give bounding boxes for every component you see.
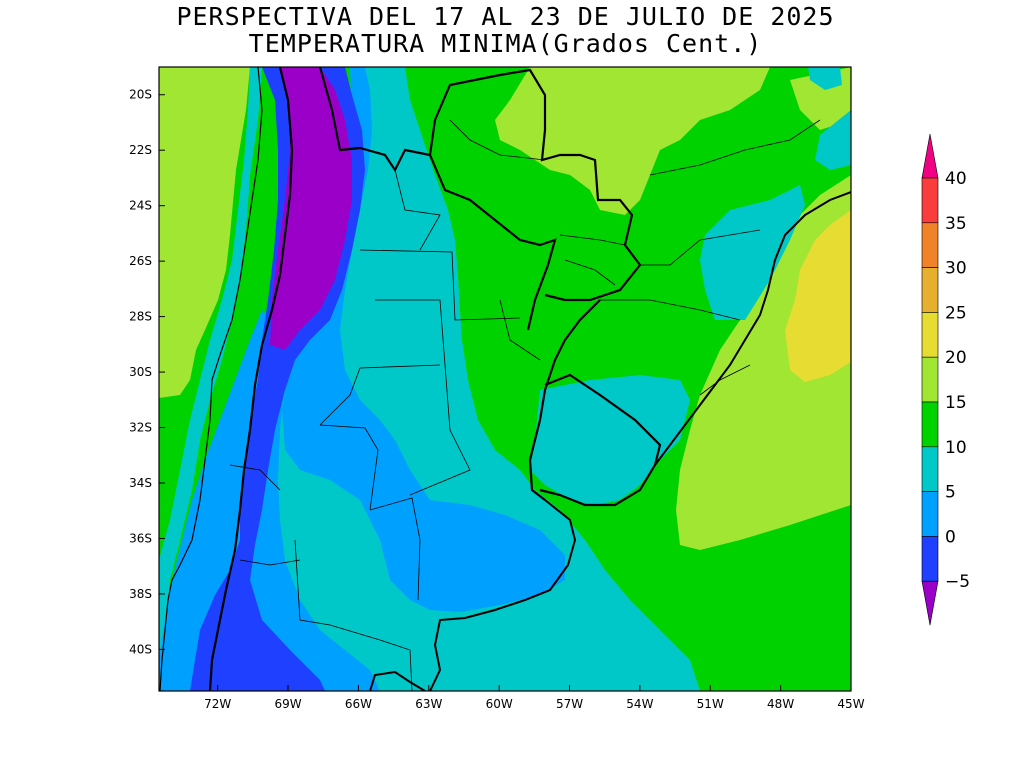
band-5-10-weststrip [159, 67, 262, 660]
y-axis: 20S 22S 24S 26S 28S 30S 32S 34S 36S 38S 40S [129, 88, 165, 656]
x-tick-label: 57W [556, 697, 583, 711]
colorbar-arrow-bottom [921, 580, 939, 626]
y-tick-label: 34S [129, 476, 152, 490]
band-20-25 [785, 210, 851, 382]
band-15-20-west [159, 67, 250, 398]
andes-border [208, 67, 294, 691]
band-5-10 [245, 67, 700, 691]
y-tick-label: 38S [129, 587, 152, 601]
x-tick-label: 54W [626, 697, 653, 711]
x-tick-label: 48W [767, 697, 794, 711]
atlantic-coastline-argentina [429, 499, 577, 691]
x-tick-label: 51W [697, 697, 724, 711]
province-lines [229, 119, 821, 691]
colorbar-segment [921, 312, 939, 358]
atlantic-coastline-brazil [654, 191, 851, 466]
colorbar-segment [921, 222, 939, 268]
pacific-coastline [159, 67, 263, 691]
colorbar-label: 5 [945, 483, 956, 503]
colorbar-segment [921, 536, 939, 582]
band-5-10-ne-spot [808, 67, 842, 90]
y-tick-label: 30S [129, 365, 152, 379]
x-axis: 72W 69W 66W 63W 60W 57W 54W 51W 48W 45W [204, 685, 865, 711]
y-tick-label: 22S [129, 143, 152, 157]
colorbar-segment [921, 267, 939, 313]
temperature-field [159, 67, 851, 691]
x-tick-label: 63W [415, 697, 442, 711]
band-15-20-north [495, 67, 770, 215]
y-tick-label: 20S [129, 88, 152, 102]
x-tick-label: 69W [274, 697, 301, 711]
y-tick-label: 36S [129, 531, 152, 545]
colorbar-label: 25 [945, 303, 967, 323]
x-tick-label: 60W [486, 697, 513, 711]
colorbar-label: 15 [945, 393, 967, 413]
x-tick-label: 45W [837, 697, 864, 711]
colorbar-label: 40 [945, 169, 967, 189]
colorbar-label: 10 [945, 438, 967, 458]
patagonia-coast [369, 670, 426, 691]
x-tick-label: 66W [345, 697, 372, 711]
y-tick-label: 28S [129, 310, 152, 324]
mesopotamia-border [528, 299, 601, 501]
colorbar-label: 30 [945, 259, 967, 279]
colorbar-segment [921, 446, 939, 492]
northern-border [318, 67, 557, 331]
band-5-10-brazil [700, 110, 851, 320]
bolivia-border [428, 68, 642, 302]
colorbar-legend: 40 35 30 25 20 15 10 5 0 −5 [921, 133, 970, 626]
x-tick-label: 72W [204, 697, 231, 711]
y-tick-label: 32S [129, 421, 152, 435]
y-tick-label: 26S [129, 254, 152, 268]
colorbar-arrow-top [921, 133, 939, 179]
colorbar-label: −5 [945, 572, 970, 592]
y-tick-label: 40S [129, 642, 152, 656]
y-tick-label: 24S [129, 199, 152, 213]
map-title-line1: PERSPECTIVA DEL 17 AL 23 DE JULIO DE 202… [176, 2, 835, 31]
colorbar-segment [921, 177, 939, 224]
map-frame [158, 66, 852, 692]
colorbar-segment [921, 491, 939, 537]
colorbar-label: 20 [945, 348, 967, 368]
colorbar-label: 0 [945, 527, 956, 547]
map-title-line2: TEMPERATURA MINIMA(Grados Cent.) [248, 29, 763, 58]
colorbar-label: 35 [945, 214, 967, 234]
band-0-5-south [159, 310, 380, 691]
colorbar-segment [921, 401, 939, 448]
political-borders [159, 67, 851, 691]
colorbar-segment [921, 356, 939, 403]
